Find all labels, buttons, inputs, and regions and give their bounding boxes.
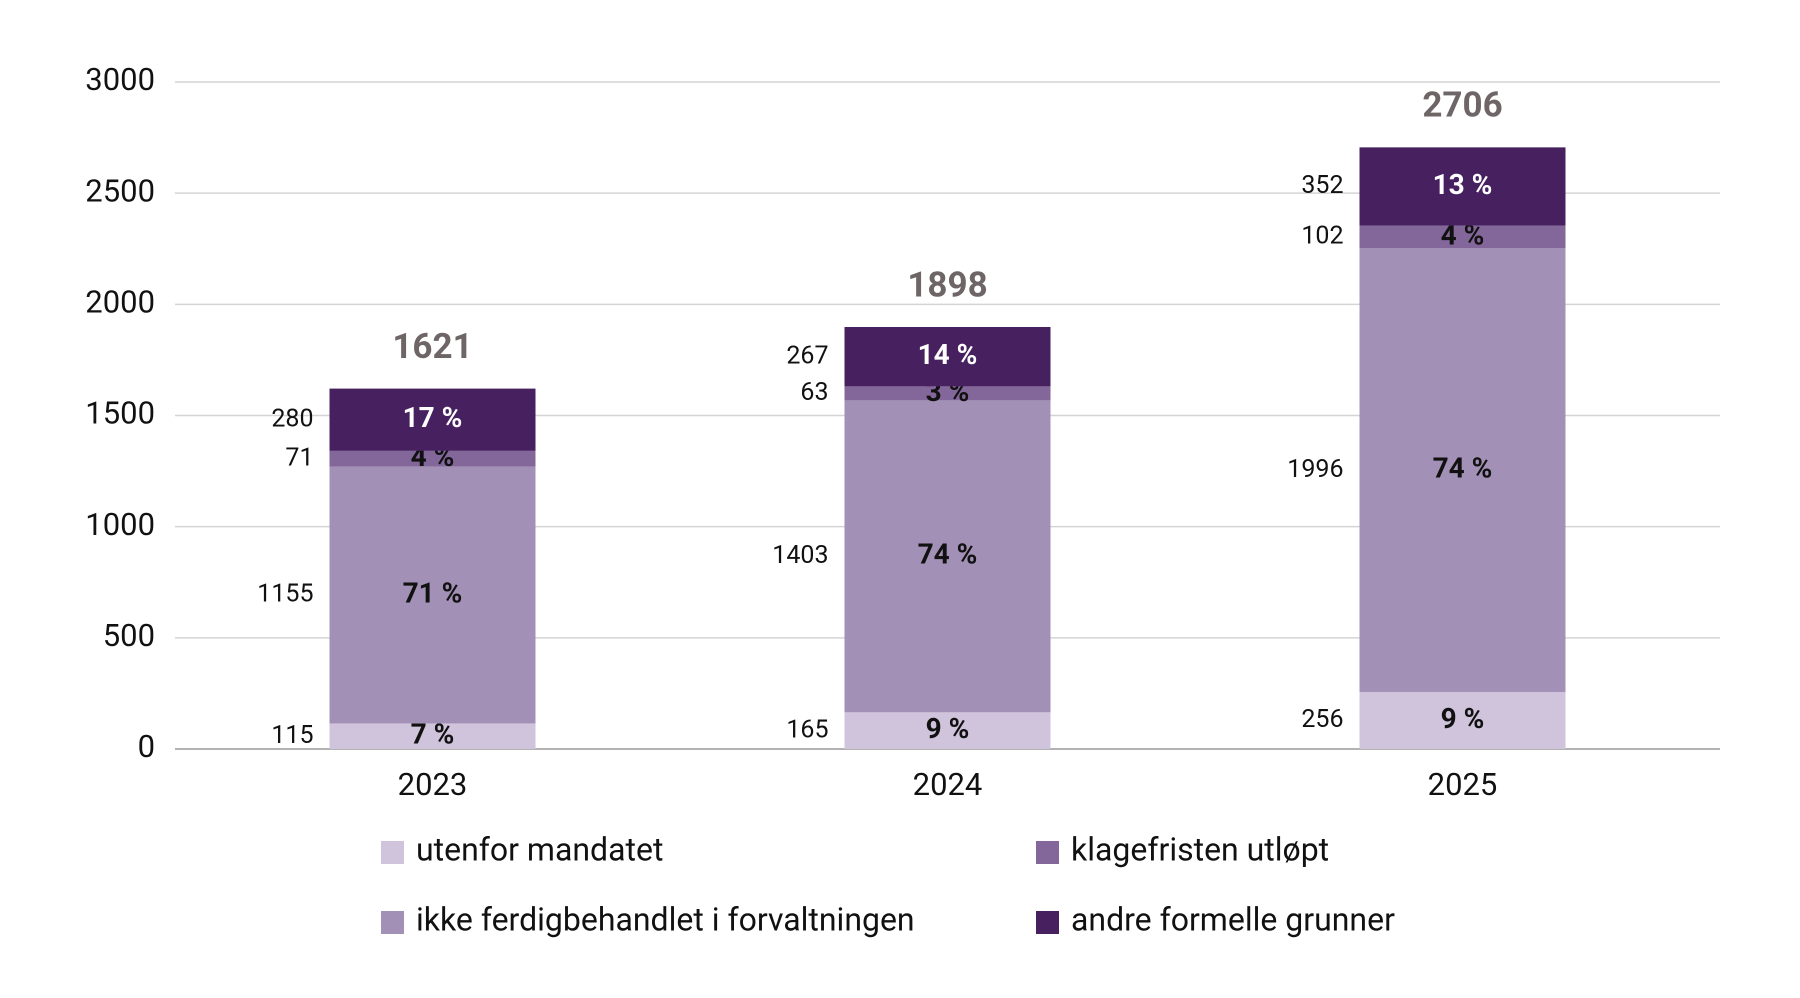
bar-segment — [1359, 225, 1566, 249]
bar-segment — [1359, 147, 1566, 226]
value-label: 115 — [271, 721, 313, 750]
legend-swatch — [381, 841, 404, 864]
y-tick-label: 500 — [103, 617, 155, 654]
y-tick-label: 0 — [138, 728, 155, 765]
value-label: 71 — [285, 443, 313, 472]
percent-label: 74 % — [1433, 452, 1493, 485]
value-label: 256 — [1301, 705, 1343, 734]
bar-segment — [844, 712, 1051, 749]
legend-label: andre formelle grunner — [1071, 900, 1395, 938]
bar-segment — [329, 450, 536, 467]
bar-segment — [329, 723, 536, 749]
y-tick-label: 2000 — [85, 284, 155, 321]
y-tick-label: 3000 — [85, 61, 155, 98]
percent-label: 17 % — [403, 401, 463, 434]
value-label: 165 — [786, 715, 828, 744]
percent-label: 13 % — [1433, 168, 1493, 201]
value-label: 102 — [1301, 222, 1343, 251]
bar-segment — [329, 466, 536, 724]
y-tick-label: 2500 — [85, 172, 155, 209]
total-label: 1898 — [907, 264, 987, 305]
legend-label: klagefristen utløpt — [1071, 830, 1329, 868]
bar-segment — [844, 386, 1051, 401]
percent-label: 9 % — [926, 712, 970, 745]
value-label: 1996 — [1287, 455, 1343, 484]
y-tick-label: 1500 — [85, 395, 155, 432]
total-label: 2706 — [1422, 85, 1502, 126]
legend-swatch — [1036, 911, 1059, 934]
legend-swatch — [1036, 841, 1059, 864]
percent-label: 74 % — [918, 538, 978, 571]
bar-segment — [329, 388, 536, 451]
x-tick-label: 2023 — [398, 766, 468, 803]
bar-segment — [844, 327, 1051, 387]
value-label: 1403 — [772, 541, 828, 570]
percent-label: 14 % — [918, 338, 978, 371]
value-label: 352 — [1301, 171, 1343, 200]
bar-segment — [844, 400, 1051, 713]
bar-segment — [1359, 692, 1566, 749]
total-label: 1621 — [392, 326, 472, 367]
percent-label: 9 % — [1441, 702, 1485, 735]
value-label: 63 — [800, 378, 828, 407]
value-label: 1155 — [257, 580, 313, 609]
legend-label: utenfor mandatet — [416, 830, 663, 868]
legend-label: ikke ferdigbehandlet i forvaltningen — [416, 900, 915, 938]
x-tick-label: 2024 — [913, 766, 983, 803]
percent-label: 71 % — [403, 576, 463, 609]
y-tick-label: 1000 — [85, 506, 155, 543]
legend-swatch — [381, 911, 404, 934]
value-label: 280 — [271, 404, 313, 433]
bar-segment — [1359, 248, 1566, 693]
value-label: 267 — [786, 341, 828, 370]
x-tick-label: 2025 — [1428, 766, 1498, 803]
